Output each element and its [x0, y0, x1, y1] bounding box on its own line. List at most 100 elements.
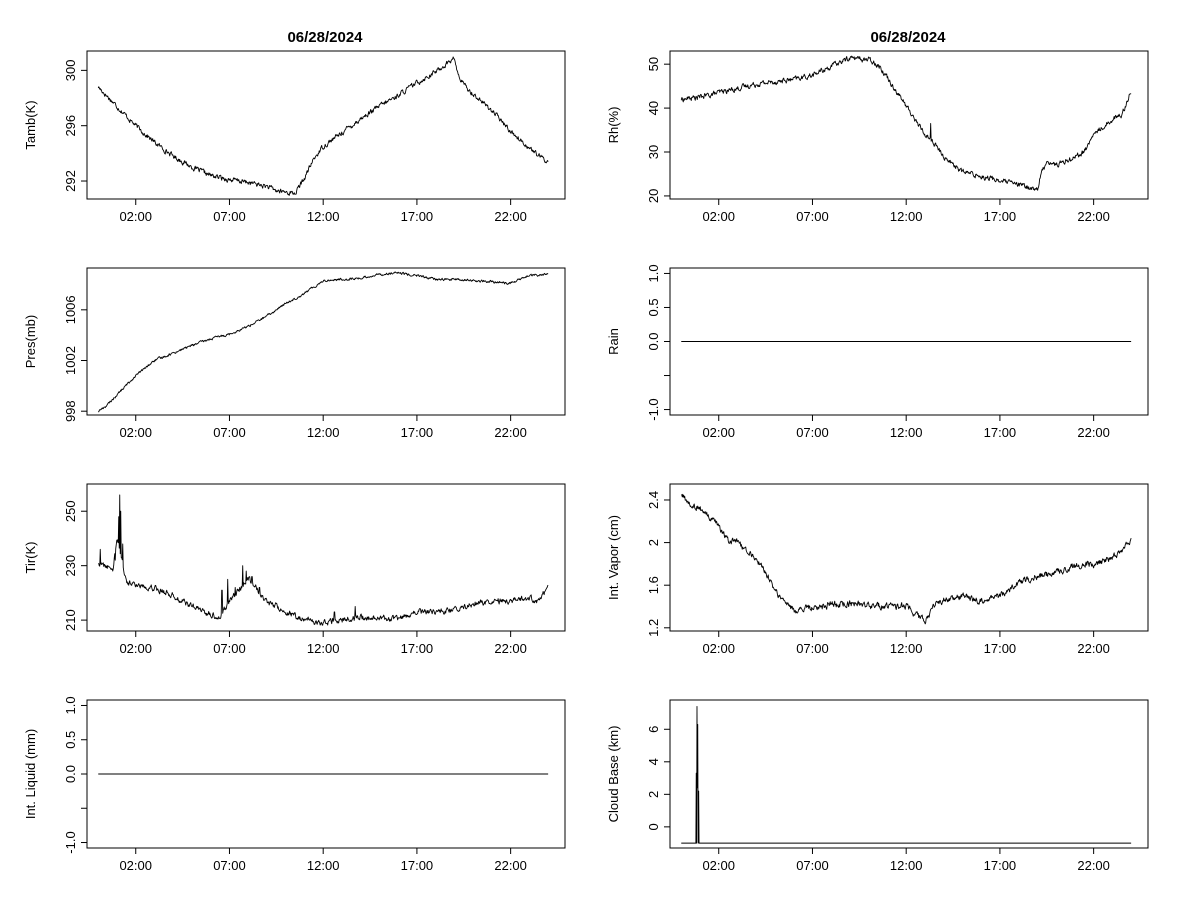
- right-column-title: 06/28/2024: [870, 29, 946, 46]
- panel-pres: 02:00 07:00 12:00 17:00 22:00 998 1002 1006 Pres…: [23, 267, 566, 440]
- x-tick-label: 17:00: [984, 425, 1017, 440]
- series-line-rh: [680, 55, 1132, 191]
- x-tick-label: 22:00: [494, 858, 527, 873]
- y-axis-label: Rh(%): [606, 107, 621, 144]
- y-axis-label: Rain: [606, 328, 621, 355]
- panel-tamb: 02:00 07:00 12:00 17:00 22:00 292 296 300 Tamb(K…: [23, 50, 566, 224]
- y-axis-label: Tir(K): [23, 541, 38, 573]
- y-tick-label: 30: [646, 145, 661, 159]
- y-tick-label: 230: [63, 555, 78, 577]
- x-tick-label: 22:00: [1077, 858, 1110, 873]
- panel-cloud: 02:00 07:00 12:00 17:00 22:00 0 2 4 6 Cloud Base …: [606, 699, 1149, 873]
- y-tick-label: 250: [63, 500, 78, 522]
- x-tick-label: 07:00: [796, 858, 829, 873]
- x-tick-label: 12:00: [307, 209, 340, 224]
- x-tick-label: 02:00: [119, 641, 152, 656]
- x-tick-label: 07:00: [796, 641, 829, 656]
- plot-frame: [86, 483, 566, 632]
- panel-rain: 02:00 07:00 12:00 17:00 22:00 -1.0 0.0 0.5 1.0 Ra…: [606, 264, 1149, 440]
- y-tick-label: 2: [646, 539, 661, 546]
- panel-rh: 02:00 07:00 12:00 17:00 22:00 20 30 40 50 Rh(%): [606, 50, 1149, 224]
- x-tick-label: 22:00: [494, 209, 527, 224]
- y-axis-label: Int. Vapor (cm): [606, 515, 621, 600]
- x-tick-label: 22:00: [1077, 641, 1110, 656]
- x-tick-label: 22:00: [1077, 209, 1110, 224]
- y-tick-label: 0.5: [63, 731, 78, 749]
- x-tick-label: 02:00: [119, 858, 152, 873]
- x-tick-label: 12:00: [890, 209, 923, 224]
- plot-frame: [86, 50, 566, 200]
- x-tick-label: 07:00: [213, 858, 246, 873]
- y-tick-label: -1.0: [63, 831, 78, 853]
- x-tick-label: 12:00: [307, 858, 340, 873]
- series-line-cloud: [681, 706, 1132, 844]
- y-tick-label: -1.0: [646, 398, 661, 420]
- y-tick-label: 1002: [63, 346, 78, 375]
- y-tick-label: 292: [63, 170, 78, 192]
- y-axis-label: Tamb(K): [23, 100, 38, 149]
- y-axis-label: Pres(mb): [23, 315, 38, 368]
- x-tick-label: 07:00: [213, 425, 246, 440]
- left-column-title: 06/28/2024: [287, 29, 363, 46]
- x-tick-label: 02:00: [702, 858, 735, 873]
- x-tick-label: 12:00: [307, 425, 340, 440]
- y-tick-label: 2.4: [646, 491, 661, 509]
- series-line-tir: [98, 494, 549, 626]
- y-tick-label: 300: [63, 60, 78, 82]
- panel-liquid: 02:00 07:00 12:00 17:00 22:00 -1.0 0.0 0.5 1.0 In…: [23, 696, 566, 873]
- x-tick-label: 17:00: [401, 858, 434, 873]
- x-tick-label: 17:00: [401, 209, 434, 224]
- y-tick-label: 296: [63, 115, 78, 137]
- y-tick-label: 1.0: [646, 264, 661, 282]
- y-tick-label: 20: [646, 189, 661, 203]
- x-tick-label: 12:00: [890, 641, 923, 656]
- x-tick-label: 12:00: [890, 425, 923, 440]
- y-tick-label: 0.0: [646, 332, 661, 350]
- panel-tir: 02:00 07:00 12:00 17:00 22:00 210 230 250 Tir(K): [23, 483, 566, 656]
- x-tick-label: 17:00: [984, 641, 1017, 656]
- y-tick-label: 0: [646, 823, 661, 830]
- y-tick-label: 1.2: [646, 619, 661, 637]
- y-tick-label: 0.0: [63, 765, 78, 783]
- series-line-vapor: [681, 493, 1132, 625]
- plot-frame: [669, 50, 1149, 200]
- x-tick-label: 22:00: [494, 425, 527, 440]
- x-tick-label: 07:00: [796, 425, 829, 440]
- plot-frame: [86, 267, 566, 416]
- x-tick-label: 12:00: [307, 641, 340, 656]
- x-tick-label: 17:00: [401, 641, 434, 656]
- plot-frame: [669, 483, 1149, 632]
- x-tick-label: 22:00: [494, 641, 527, 656]
- y-axis-label: Int. Liquid (mm): [23, 729, 38, 819]
- y-tick-label: 210: [63, 609, 78, 631]
- x-tick-label: 07:00: [796, 209, 829, 224]
- y-axis-label: Cloud Base (km): [606, 726, 621, 823]
- y-tick-label: 1.6: [646, 576, 661, 594]
- x-tick-label: 07:00: [213, 209, 246, 224]
- y-tick-label: 2: [646, 791, 661, 798]
- y-tick-label: 1.0: [63, 696, 78, 714]
- x-tick-label: 17:00: [984, 858, 1017, 873]
- x-tick-label: 02:00: [702, 209, 735, 224]
- x-tick-label: 12:00: [890, 858, 923, 873]
- plot-frame: [669, 699, 1149, 849]
- x-tick-label: 17:00: [984, 209, 1017, 224]
- y-tick-label: 998: [63, 400, 78, 422]
- x-tick-label: 02:00: [702, 641, 735, 656]
- panel-vapor: 02:00 07:00 12:00 17:00 22:00 1.2 1.6 2 2.4 Int. …: [606, 483, 1149, 656]
- y-tick-label: 40: [646, 101, 661, 115]
- y-tick-label: 4: [646, 758, 661, 765]
- y-tick-label: 0.5: [646, 298, 661, 316]
- x-tick-label: 07:00: [213, 641, 246, 656]
- x-tick-label: 02:00: [702, 425, 735, 440]
- x-tick-label: 22:00: [1077, 425, 1110, 440]
- x-tick-label: 17:00: [401, 425, 434, 440]
- series-line-pres: [98, 271, 549, 413]
- y-tick-label: 6: [646, 726, 661, 733]
- series-line-tamb: [97, 56, 549, 196]
- y-tick-label: 1006: [63, 295, 78, 324]
- x-tick-label: 02:00: [119, 425, 152, 440]
- x-tick-label: 02:00: [119, 209, 152, 224]
- y-tick-label: 50: [646, 57, 661, 71]
